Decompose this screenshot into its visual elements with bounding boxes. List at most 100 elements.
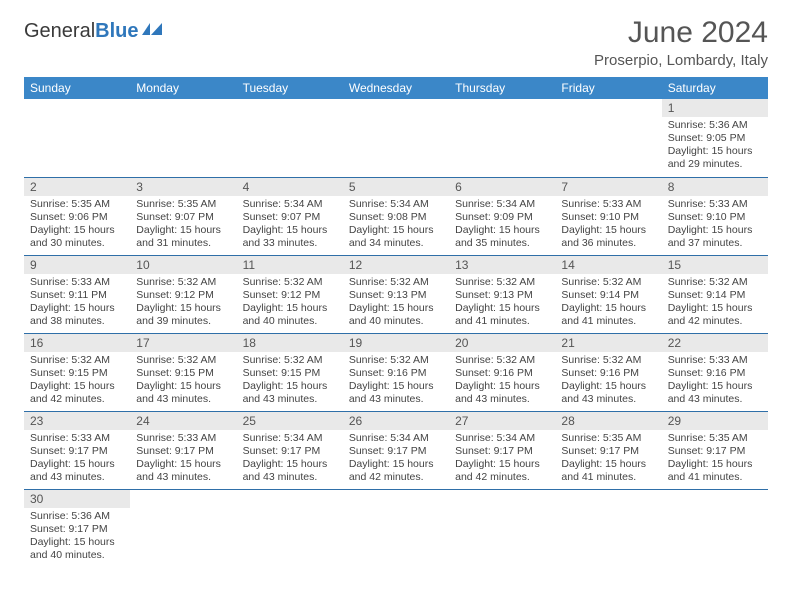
calendar-cell: 23Sunrise: 5:33 AMSunset: 9:17 PMDayligh… bbox=[24, 411, 130, 489]
title-block: June 2024 Proserpio, Lombardy, Italy bbox=[594, 16, 768, 69]
day-number: 7 bbox=[555, 178, 661, 196]
day-number: 30 bbox=[24, 490, 130, 508]
calendar-cell bbox=[662, 489, 768, 567]
logo: GeneralBlue bbox=[24, 20, 164, 43]
day-number: 15 bbox=[662, 256, 768, 274]
day-number: 20 bbox=[449, 334, 555, 352]
day-number: 29 bbox=[662, 412, 768, 430]
calendar-cell: 8Sunrise: 5:33 AMSunset: 9:10 PMDaylight… bbox=[662, 177, 768, 255]
calendar-cell bbox=[343, 489, 449, 567]
day-details: Sunrise: 5:34 AMSunset: 9:09 PMDaylight:… bbox=[449, 196, 555, 255]
day-number: 16 bbox=[24, 334, 130, 352]
day-details: Sunrise: 5:32 AMSunset: 9:16 PMDaylight:… bbox=[449, 352, 555, 411]
calendar-cell bbox=[343, 99, 449, 177]
location: Proserpio, Lombardy, Italy bbox=[594, 52, 768, 69]
day-details: Sunrise: 5:32 AMSunset: 9:13 PMDaylight:… bbox=[343, 274, 449, 333]
calendar-cell bbox=[130, 99, 236, 177]
day-details: Sunrise: 5:34 AMSunset: 9:07 PMDaylight:… bbox=[237, 196, 343, 255]
day-number: 11 bbox=[237, 256, 343, 274]
day-details: Sunrise: 5:32 AMSunset: 9:15 PMDaylight:… bbox=[237, 352, 343, 411]
day-details: Sunrise: 5:36 AMSunset: 9:05 PMDaylight:… bbox=[662, 117, 768, 176]
calendar-cell: 13Sunrise: 5:32 AMSunset: 9:13 PMDayligh… bbox=[449, 255, 555, 333]
day-details: Sunrise: 5:35 AMSunset: 9:17 PMDaylight:… bbox=[662, 430, 768, 489]
day-number: 6 bbox=[449, 178, 555, 196]
day-details: Sunrise: 5:33 AMSunset: 9:10 PMDaylight:… bbox=[662, 196, 768, 255]
day-details: Sunrise: 5:32 AMSunset: 9:13 PMDaylight:… bbox=[449, 274, 555, 333]
weekday-header: Friday bbox=[555, 77, 661, 99]
calendar-cell: 28Sunrise: 5:35 AMSunset: 9:17 PMDayligh… bbox=[555, 411, 661, 489]
header: GeneralBlue June 2024 Proserpio, Lombard… bbox=[24, 16, 768, 69]
weekday-header: Saturday bbox=[662, 77, 768, 99]
flag-icon bbox=[142, 20, 164, 43]
calendar-cell bbox=[555, 489, 661, 567]
day-number: 12 bbox=[343, 256, 449, 274]
calendar-cell: 7Sunrise: 5:33 AMSunset: 9:10 PMDaylight… bbox=[555, 177, 661, 255]
day-details: Sunrise: 5:32 AMSunset: 9:14 PMDaylight:… bbox=[555, 274, 661, 333]
day-number: 22 bbox=[662, 334, 768, 352]
calendar-cell bbox=[449, 489, 555, 567]
day-number: 4 bbox=[237, 178, 343, 196]
day-number: 9 bbox=[24, 256, 130, 274]
calendar-cell: 24Sunrise: 5:33 AMSunset: 9:17 PMDayligh… bbox=[130, 411, 236, 489]
day-details: Sunrise: 5:36 AMSunset: 9:17 PMDaylight:… bbox=[24, 508, 130, 567]
calendar-cell: 19Sunrise: 5:32 AMSunset: 9:16 PMDayligh… bbox=[343, 333, 449, 411]
calendar-cell: 22Sunrise: 5:33 AMSunset: 9:16 PMDayligh… bbox=[662, 333, 768, 411]
logo-text-1: General bbox=[24, 20, 95, 43]
day-number: 3 bbox=[130, 178, 236, 196]
day-details: Sunrise: 5:32 AMSunset: 9:15 PMDaylight:… bbox=[24, 352, 130, 411]
calendar-cell bbox=[449, 99, 555, 177]
day-number: 26 bbox=[343, 412, 449, 430]
day-details: Sunrise: 5:34 AMSunset: 9:17 PMDaylight:… bbox=[237, 430, 343, 489]
weekday-header: Thursday bbox=[449, 77, 555, 99]
weekday-header: Monday bbox=[130, 77, 236, 99]
day-details: Sunrise: 5:33 AMSunset: 9:17 PMDaylight:… bbox=[24, 430, 130, 489]
calendar-cell: 16Sunrise: 5:32 AMSunset: 9:15 PMDayligh… bbox=[24, 333, 130, 411]
calendar-cell: 6Sunrise: 5:34 AMSunset: 9:09 PMDaylight… bbox=[449, 177, 555, 255]
page-title: June 2024 bbox=[594, 16, 768, 50]
calendar-cell bbox=[237, 489, 343, 567]
day-details: Sunrise: 5:32 AMSunset: 9:12 PMDaylight:… bbox=[237, 274, 343, 333]
calendar-cell: 29Sunrise: 5:35 AMSunset: 9:17 PMDayligh… bbox=[662, 411, 768, 489]
calendar-cell: 5Sunrise: 5:34 AMSunset: 9:08 PMDaylight… bbox=[343, 177, 449, 255]
calendar-cell: 20Sunrise: 5:32 AMSunset: 9:16 PMDayligh… bbox=[449, 333, 555, 411]
calendar-cell: 12Sunrise: 5:32 AMSunset: 9:13 PMDayligh… bbox=[343, 255, 449, 333]
calendar-cell: 25Sunrise: 5:34 AMSunset: 9:17 PMDayligh… bbox=[237, 411, 343, 489]
day-number: 17 bbox=[130, 334, 236, 352]
calendar-cell: 18Sunrise: 5:32 AMSunset: 9:15 PMDayligh… bbox=[237, 333, 343, 411]
day-details: Sunrise: 5:34 AMSunset: 9:08 PMDaylight:… bbox=[343, 196, 449, 255]
weekday-header: Sunday bbox=[24, 77, 130, 99]
day-details: Sunrise: 5:32 AMSunset: 9:16 PMDaylight:… bbox=[343, 352, 449, 411]
day-details: Sunrise: 5:32 AMSunset: 9:15 PMDaylight:… bbox=[130, 352, 236, 411]
day-number: 10 bbox=[130, 256, 236, 274]
calendar-cell bbox=[24, 99, 130, 177]
day-details: Sunrise: 5:32 AMSunset: 9:12 PMDaylight:… bbox=[130, 274, 236, 333]
calendar-header: SundayMondayTuesdayWednesdayThursdayFrid… bbox=[24, 77, 768, 99]
day-details: Sunrise: 5:35 AMSunset: 9:07 PMDaylight:… bbox=[130, 196, 236, 255]
calendar-cell: 30Sunrise: 5:36 AMSunset: 9:17 PMDayligh… bbox=[24, 489, 130, 567]
calendar-cell: 2Sunrise: 5:35 AMSunset: 9:06 PMDaylight… bbox=[24, 177, 130, 255]
day-number: 14 bbox=[555, 256, 661, 274]
logo-text-2: Blue bbox=[95, 20, 138, 43]
calendar-cell bbox=[555, 99, 661, 177]
calendar-cell: 17Sunrise: 5:32 AMSunset: 9:15 PMDayligh… bbox=[130, 333, 236, 411]
day-details: Sunrise: 5:34 AMSunset: 9:17 PMDaylight:… bbox=[343, 430, 449, 489]
calendar-cell: 21Sunrise: 5:32 AMSunset: 9:16 PMDayligh… bbox=[555, 333, 661, 411]
day-details: Sunrise: 5:34 AMSunset: 9:17 PMDaylight:… bbox=[449, 430, 555, 489]
day-number: 25 bbox=[237, 412, 343, 430]
day-number: 28 bbox=[555, 412, 661, 430]
day-details: Sunrise: 5:33 AMSunset: 9:11 PMDaylight:… bbox=[24, 274, 130, 333]
day-number: 13 bbox=[449, 256, 555, 274]
calendar-cell: 11Sunrise: 5:32 AMSunset: 9:12 PMDayligh… bbox=[237, 255, 343, 333]
calendar: SundayMondayTuesdayWednesdayThursdayFrid… bbox=[24, 77, 768, 567]
day-number: 5 bbox=[343, 178, 449, 196]
calendar-cell: 27Sunrise: 5:34 AMSunset: 9:17 PMDayligh… bbox=[449, 411, 555, 489]
weekday-header: Tuesday bbox=[237, 77, 343, 99]
calendar-cell: 15Sunrise: 5:32 AMSunset: 9:14 PMDayligh… bbox=[662, 255, 768, 333]
calendar-cell: 3Sunrise: 5:35 AMSunset: 9:07 PMDaylight… bbox=[130, 177, 236, 255]
calendar-cell: 9Sunrise: 5:33 AMSunset: 9:11 PMDaylight… bbox=[24, 255, 130, 333]
calendar-cell bbox=[130, 489, 236, 567]
day-number: 2 bbox=[24, 178, 130, 196]
day-number: 18 bbox=[237, 334, 343, 352]
day-number: 27 bbox=[449, 412, 555, 430]
calendar-cell: 1Sunrise: 5:36 AMSunset: 9:05 PMDaylight… bbox=[662, 99, 768, 177]
